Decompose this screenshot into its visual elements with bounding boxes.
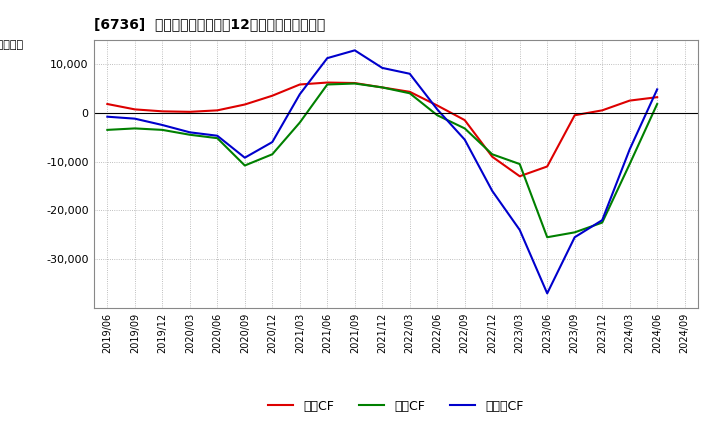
営業CF (405, 89, 414, 95)
フリーCF (351, 48, 359, 53)
フリーCF (213, 133, 222, 138)
フリーCF (186, 130, 194, 135)
営業CF (213, 108, 222, 113)
営業CF (158, 109, 166, 114)
投資CF (268, 152, 276, 157)
投資CF (323, 82, 332, 87)
投資CF (460, 126, 469, 131)
営業CF (103, 101, 112, 106)
投資CF (158, 127, 166, 132)
フリーCF (378, 65, 387, 70)
営業CF (570, 113, 579, 118)
投資CF (653, 101, 662, 106)
フリーCF (268, 139, 276, 145)
営業CF (598, 108, 606, 113)
投資CF (626, 161, 634, 167)
営業CF (295, 82, 304, 87)
フリーCF (488, 188, 497, 194)
Line: フリーCF: フリーCF (107, 50, 657, 293)
営業CF (488, 154, 497, 159)
フリーCF (295, 92, 304, 97)
フリーCF (405, 71, 414, 77)
Line: 投資CF: 投資CF (107, 84, 657, 237)
投資CF (405, 91, 414, 96)
フリーCF (103, 114, 112, 119)
営業CF (516, 174, 524, 179)
営業CF (433, 103, 441, 108)
投資CF (516, 161, 524, 167)
Y-axis label: （百万円）: （百万円） (0, 40, 24, 50)
フリーCF (626, 147, 634, 152)
フリーCF (240, 155, 249, 160)
営業CF (626, 98, 634, 103)
Text: [6736]  キャッシュフローの12か月移動合計の推移: [6736] キャッシュフローの12か月移動合計の推移 (94, 18, 325, 32)
Line: 営業CF: 営業CF (107, 83, 657, 176)
投資CF (351, 81, 359, 86)
営業CF (240, 102, 249, 107)
フリーCF (516, 227, 524, 233)
フリーCF (653, 87, 662, 92)
投資CF (213, 136, 222, 141)
投資CF (570, 230, 579, 235)
投資CF (295, 120, 304, 125)
フリーCF (598, 217, 606, 223)
投資CF (130, 126, 139, 131)
営業CF (378, 85, 387, 90)
投資CF (433, 113, 441, 118)
投資CF (543, 235, 552, 240)
営業CF (543, 164, 552, 169)
営業CF (460, 117, 469, 123)
投資CF (598, 220, 606, 225)
営業CF (351, 81, 359, 86)
フリーCF (158, 122, 166, 128)
フリーCF (570, 235, 579, 240)
フリーCF (460, 137, 469, 142)
フリーCF (433, 107, 441, 112)
営業CF (268, 93, 276, 99)
営業CF (130, 107, 139, 112)
Legend: 営業CF, 投資CF, フリーCF: 営業CF, 投資CF, フリーCF (264, 395, 528, 418)
投資CF (186, 132, 194, 137)
投資CF (240, 163, 249, 168)
投資CF (488, 152, 497, 157)
フリーCF (543, 291, 552, 296)
営業CF (186, 109, 194, 114)
投資CF (103, 127, 112, 132)
投資CF (378, 85, 387, 90)
営業CF (323, 80, 332, 85)
営業CF (653, 95, 662, 100)
フリーCF (130, 116, 139, 121)
フリーCF (323, 55, 332, 61)
